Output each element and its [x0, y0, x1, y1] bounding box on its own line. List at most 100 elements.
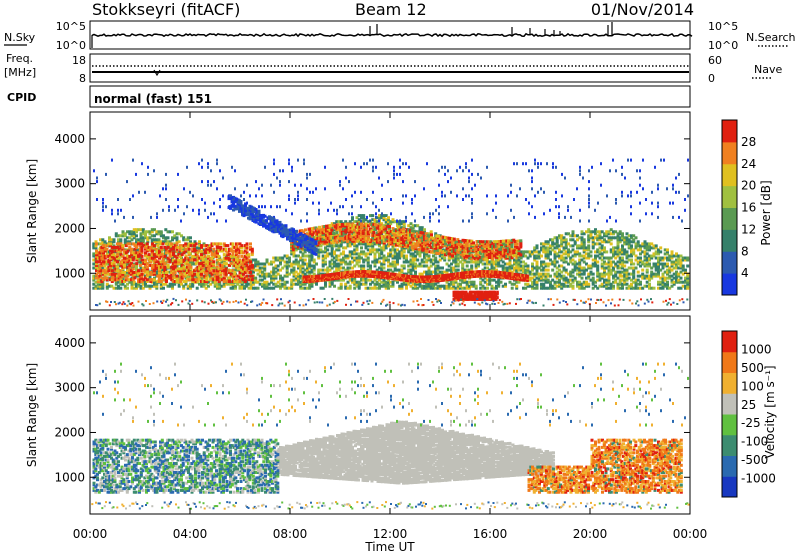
heatmap-cell [290, 264, 294, 268]
heatmap-cell [128, 260, 132, 264]
heatmap-cell [405, 282, 408, 286]
heatmap-cell [159, 250, 163, 254]
heatmap-cell [452, 282, 456, 286]
heatmap-cell [117, 258, 120, 262]
heatmap-cell [217, 254, 221, 258]
heatmap-cell [474, 260, 478, 264]
heatmap-cell [375, 286, 379, 290]
heatmap-cell [348, 254, 352, 258]
heatmap-cell [335, 240, 339, 244]
heatmap-cell [526, 264, 530, 268]
heatmap-cell [114, 280, 118, 284]
heatmap-cell [427, 286, 431, 290]
heatmap-cell [481, 278, 485, 282]
heatmap-cell [213, 272, 217, 276]
heatmap-cell [212, 247, 216, 251]
heatmap-cell [357, 282, 361, 286]
heatmap-cell [373, 252, 377, 256]
heatmap-cell [357, 264, 361, 268]
heatmap-cell [470, 264, 474, 268]
heatmap-cell [103, 264, 107, 268]
heatmap-cell [245, 282, 249, 286]
heatmap-cell [326, 248, 330, 252]
heatmap-cell [411, 286, 415, 290]
heatmap-cell [299, 266, 303, 270]
heatmap-cell [326, 266, 330, 270]
heatmap-cell [105, 286, 109, 290]
heatmap-cell [103, 240, 107, 244]
heatmap-cell [335, 266, 339, 270]
freq-glitch [153, 69, 161, 77]
heatmap-cell [240, 254, 244, 258]
heatmap-cell [231, 242, 235, 246]
heatmap-cell [101, 240, 105, 244]
heatmap-cell [369, 250, 372, 254]
heatmap-cell [270, 260, 273, 264]
heatmap-cell [186, 236, 190, 240]
heatmap-cell [186, 244, 190, 248]
heatmap-cell [126, 282, 129, 286]
heatmap-cell [191, 260, 195, 264]
heatmap-cell [380, 250, 384, 254]
heatmap-cell [272, 266, 276, 270]
heatmap-cell [123, 271, 126, 274]
heatmap-cell [141, 282, 145, 286]
heatmap-cell [105, 252, 109, 256]
heatmap-cell [416, 248, 420, 252]
heatmap-cell [396, 224, 399, 228]
heatmap-cell [409, 222, 413, 226]
heatmap-cell [321, 286, 325, 290]
heatmap-cell [434, 232, 438, 236]
heatmap-cell [639, 256, 642, 260]
heatmap-cell [391, 256, 395, 260]
heatmap-cell [382, 248, 386, 252]
heatmap-cell [283, 254, 287, 258]
heatmap-cell [454, 286, 458, 290]
heatmap-cell [281, 256, 285, 260]
heatmap-cell [366, 260, 370, 264]
heatmap-cell [364, 244, 368, 248]
heatmap-cell [128, 242, 132, 246]
nsearch-tick-bottom: 10^0 [708, 39, 738, 52]
heatmap-cell [152, 278, 156, 282]
heatmap-cell [229, 282, 233, 286]
heatmap-cell [369, 248, 372, 252]
heatmap-cell [407, 224, 411, 228]
heatmap-cell [355, 258, 359, 262]
heatmap-cell [398, 250, 402, 254]
heatmap-cell [145, 278, 149, 282]
heatmap-cell [155, 240, 159, 244]
heatmap-cell [639, 280, 642, 284]
heatmap-cell [355, 280, 359, 284]
heatmap-cell [258, 274, 262, 278]
heatmap-cell [175, 264, 179, 268]
heatmap-cell [123, 238, 127, 242]
heatmap-cell [564, 238, 568, 242]
heatmap-cell [135, 274, 138, 278]
heatmap-cell [425, 284, 429, 288]
heatmap-cell [153, 284, 156, 288]
heatmap-cell [447, 284, 451, 288]
heatmap-cell [357, 214, 361, 218]
heatmap-cell [231, 264, 235, 268]
heatmap-cell [191, 258, 195, 262]
heatmap-cell [391, 282, 395, 286]
heatmap-cell [117, 238, 120, 242]
heatmap-cell [265, 280, 269, 284]
heatmap-cell [218, 286, 222, 290]
heatmap-cell [366, 262, 370, 266]
heatmap-cell [373, 254, 377, 258]
heatmap-cell [337, 266, 341, 270]
heatmap-cell [344, 246, 348, 250]
heatmap-cell [96, 282, 100, 286]
heatmap-cell [157, 238, 161, 242]
heatmap-cell [231, 286, 235, 290]
heatmap-cell [414, 224, 417, 228]
heatmap-cell [319, 268, 323, 272]
heatmap-cell [191, 284, 195, 288]
heatmap-cell [141, 232, 145, 236]
heatmap-cell [389, 254, 393, 258]
heatmap-cell [128, 272, 132, 276]
heatmap-cell [465, 282, 469, 286]
heatmap-cell [274, 266, 278, 270]
